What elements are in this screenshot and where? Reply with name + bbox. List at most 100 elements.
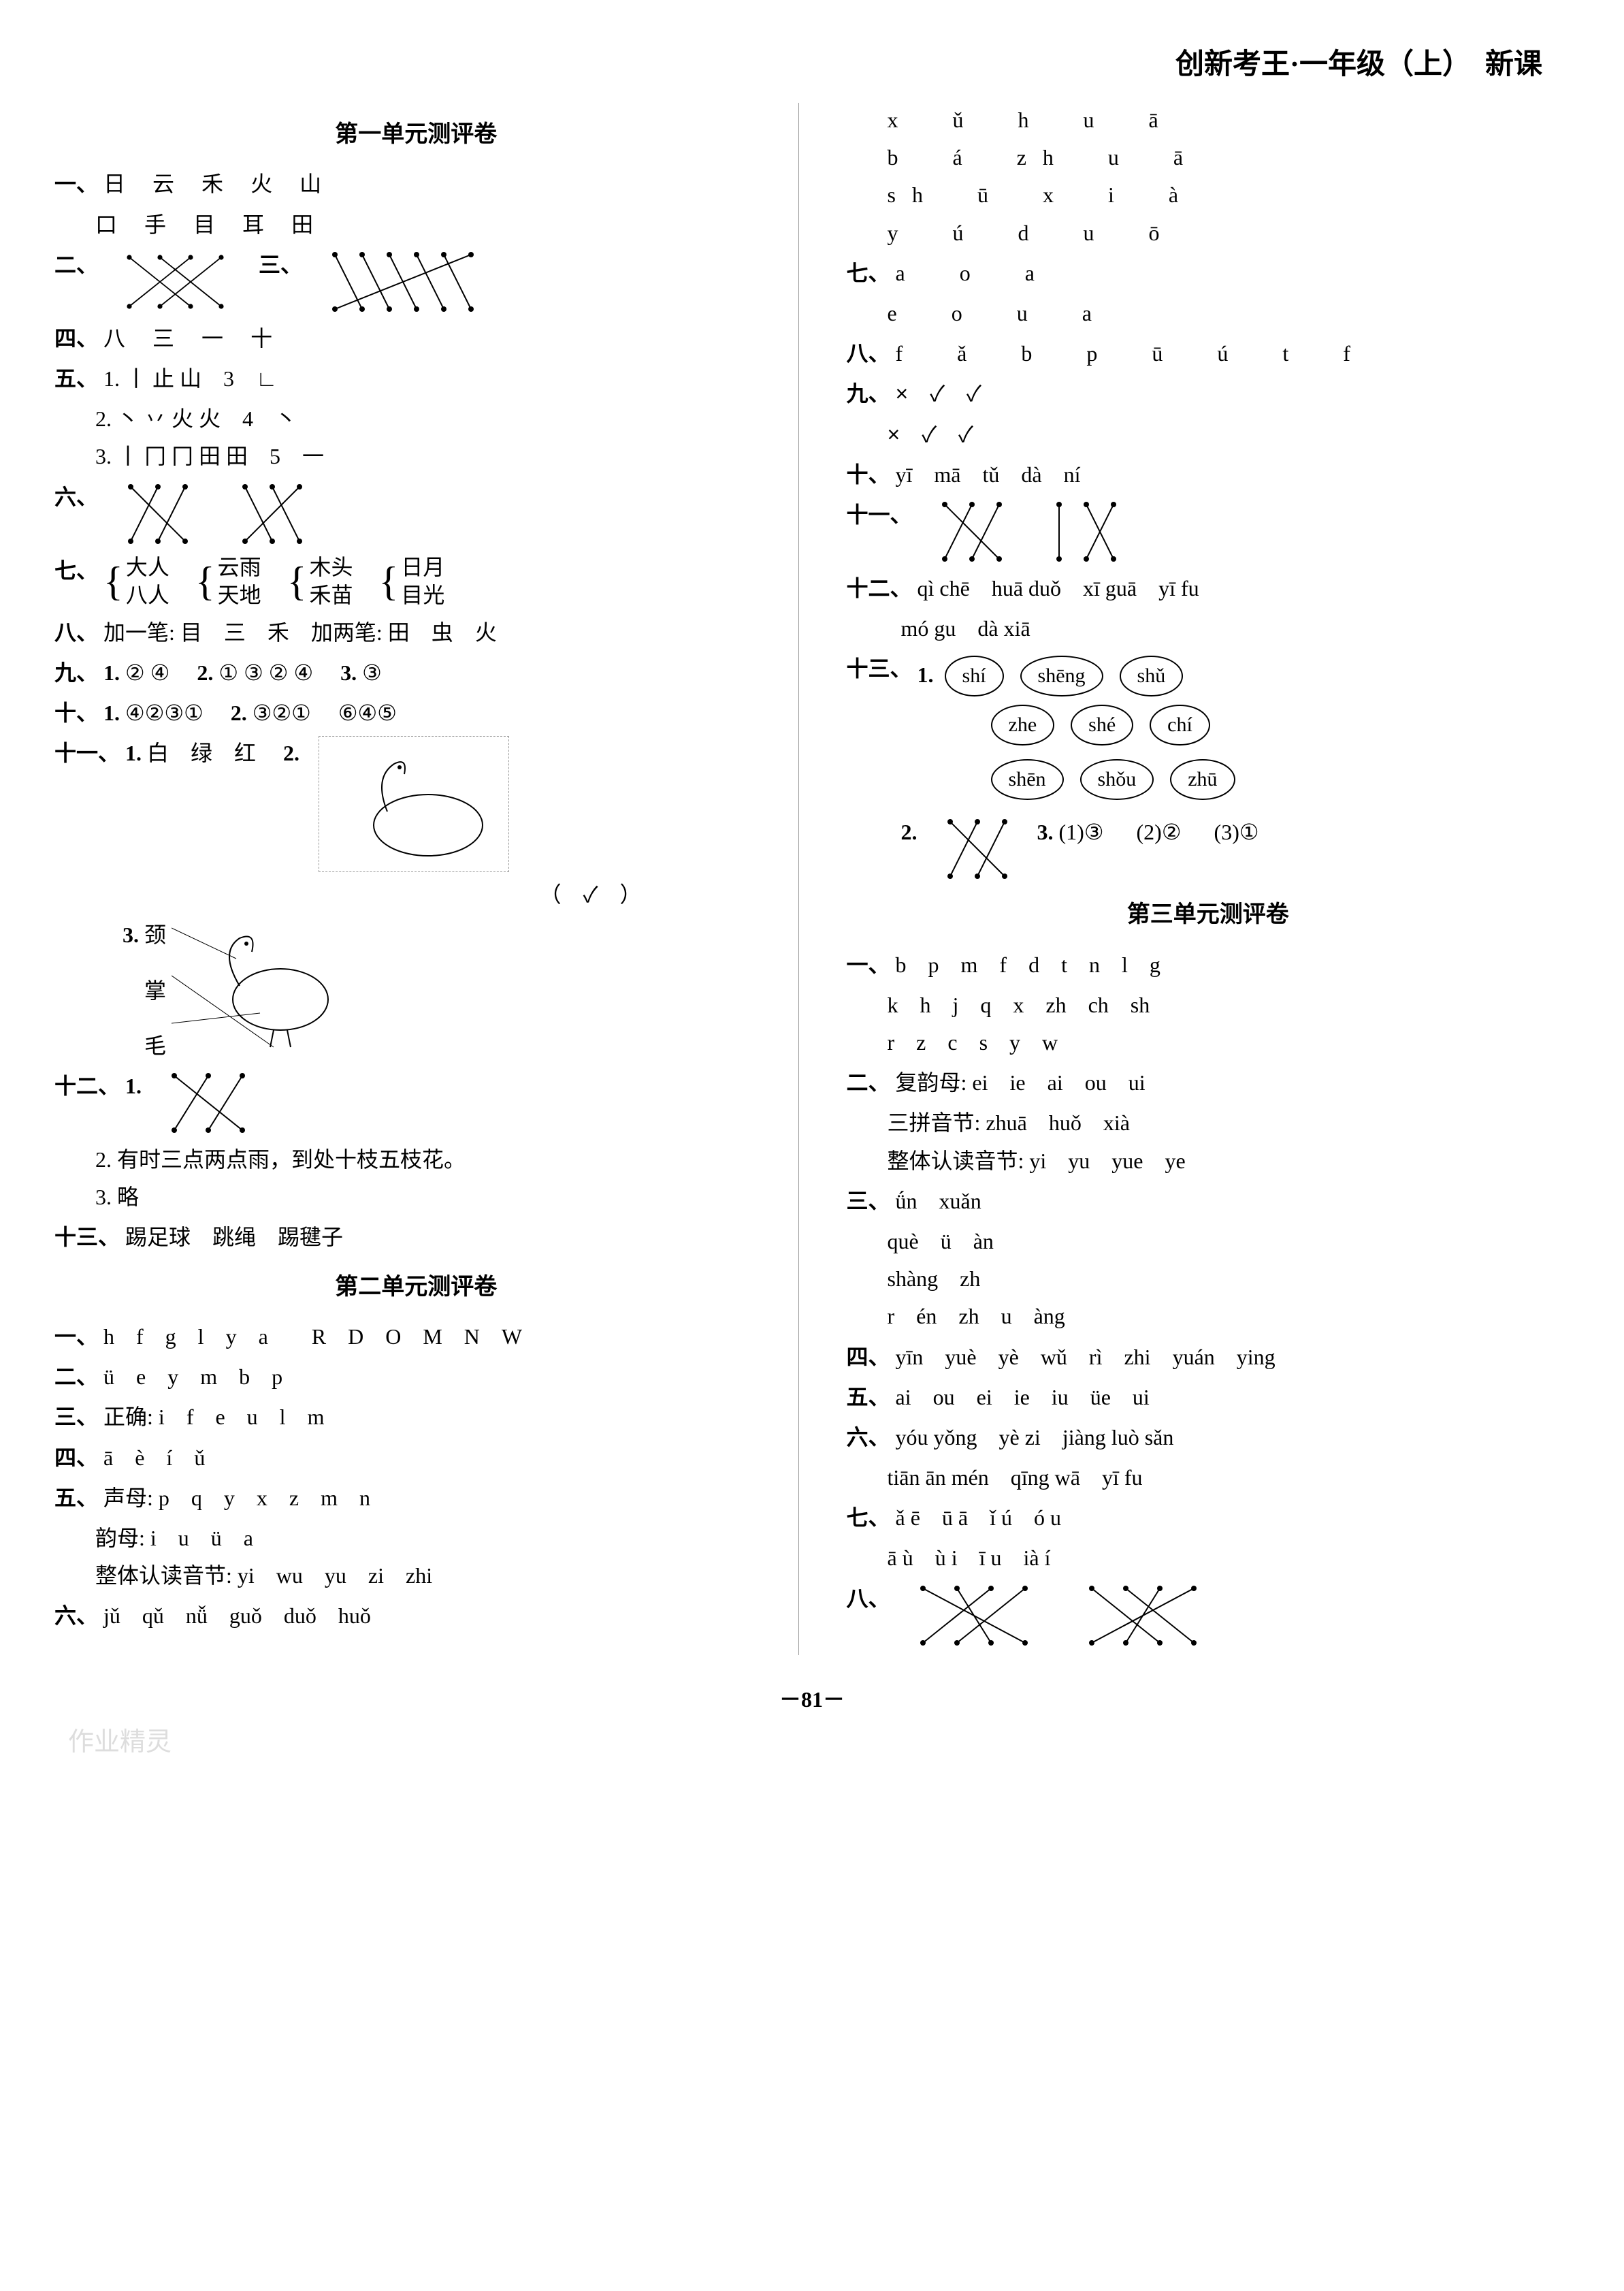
q10: 十、 1. ④②③① 2. ③②① ⑥④⑤ [54, 696, 778, 731]
sub-num: 1. [125, 1074, 142, 1098]
u3q1: 一、 b p m f d t n l g [847, 948, 1570, 982]
oval: shí [945, 656, 1004, 696]
q-num: 三、 [54, 1400, 98, 1435]
sub-num: 3. [123, 923, 139, 947]
cross-diagram-icon [931, 498, 1013, 566]
circled: ② [269, 660, 289, 685]
pinyin: yīn yuè yè wǔ rì zhi yuán ying [896, 1340, 1276, 1375]
sub-num: 3. [1037, 815, 1054, 850]
q-num: 八、 [847, 1582, 890, 1616]
circled: ② [125, 660, 145, 685]
q4: 四、 八 三 一 十 [54, 321, 778, 356]
circled: ③ [253, 701, 272, 725]
letters: a o a [896, 256, 1051, 291]
letters: p q y x z m n [159, 1486, 370, 1510]
q5-s2: 2. 丶 丷 火 火 4 丶 [95, 402, 778, 436]
label: 整体认读音节: [888, 1149, 1024, 1173]
cross-diagram-icon [937, 815, 1018, 883]
q7: 七、 { 大人 八人 { 云雨 天地 { 木头 禾苗 [54, 554, 778, 610]
q11-words: 白 绿 红 [147, 741, 256, 765]
char: 云 [152, 167, 174, 202]
goose-label: 毛 [144, 1029, 166, 1063]
marks: × ✓ ✓ [896, 377, 981, 411]
oval: zhū [1170, 759, 1235, 800]
brace-icon: { [379, 571, 399, 592]
brace-icon: { [287, 571, 307, 592]
page-number: －81－ [54, 1682, 1570, 1714]
char: 禾 [201, 167, 223, 202]
line-diagram-icon [1045, 498, 1127, 566]
letters: h f g l y a R D O M N W [103, 1319, 522, 1354]
sub-num: 3. [340, 660, 357, 685]
oval: shǔ [1120, 656, 1184, 696]
u2q3: 三、 正确: i f e u l m [54, 1400, 778, 1435]
u3q6-l2: tiān ān mén qīng wā yī fu [888, 1460, 1570, 1495]
q-num: 四、 [54, 1441, 98, 1475]
u3q7: 七、 ǎ ē ū ā ǐ ú ó u [847, 1501, 1570, 1535]
char-list: 八 三 一 十 [103, 321, 272, 356]
brace-pair: { 云雨 天地 [195, 554, 261, 610]
char-list: 口 手 目 耳 田 [95, 208, 313, 242]
letters: zhuā huǒ xià [986, 1110, 1130, 1135]
q-num: 二、 [54, 248, 98, 283]
u2q6: 六、 jǔ qǔ nǚ guǒ duǒ huǒ [54, 1599, 778, 1633]
q-num: 九、 [847, 377, 890, 411]
brace-pair: { 木头 禾苗 [287, 554, 353, 610]
oval: zhe [991, 705, 1055, 746]
q-num: 七、 [847, 1501, 890, 1535]
letters: i u ü a [150, 1526, 253, 1550]
letters: yi wu yu zi zhi [238, 1563, 432, 1588]
u2q1: 一、 h f g l y a R D O M N W [54, 1319, 778, 1354]
circled: ④ [358, 701, 378, 725]
rq11: 十一、 [847, 498, 1570, 566]
pair-b: 八人 [126, 581, 169, 610]
circled: ④ [293, 660, 313, 685]
rq10: 十、 yī mā tǔ dà ní [847, 458, 1570, 492]
circled: ① [218, 660, 238, 685]
label: 整体认读音节: [95, 1563, 232, 1588]
label: 韵母: [95, 1526, 145, 1550]
q5: 五、 1. 丨 止 山 3 ∟ [54, 362, 778, 396]
pair-a: 木头 [309, 554, 353, 582]
q5-s3: 3. 丨 冂 冂 田 田 5 一 [95, 439, 778, 474]
u3q2-l2: 三拼音节: zhuā huǒ xià [888, 1106, 1570, 1140]
answer: (3)① [1214, 815, 1259, 850]
oval: shēn [991, 759, 1064, 800]
u3q3-l4: r én zh u àng [888, 1299, 1570, 1334]
char: 十 [250, 321, 272, 356]
oval: shé [1071, 705, 1133, 746]
q11: 十一、 1. 白 绿 红 2. [54, 736, 778, 872]
pinyin: ai ou ei ie iu üe ui [896, 1380, 1150, 1415]
char: 山 [299, 167, 321, 202]
char: 一 [201, 321, 223, 356]
q-num: 一、 [847, 948, 890, 982]
q9: 九、 1. ② ④ 2. ① ③ ② ④ 3. ③ [54, 656, 778, 690]
circled: ⑥ [338, 701, 358, 725]
q-num: 三、 [847, 1184, 890, 1219]
rq7: 七、 a o a [847, 256, 1570, 291]
q-num: 二、 [847, 1066, 890, 1100]
char: 日 [103, 167, 125, 202]
cross-diagram-icon [231, 480, 313, 548]
pinyin: yóu yǒng yè zi jiàng luò sǎn [896, 1420, 1174, 1455]
q-num: 七、 [847, 256, 890, 291]
circled: ② [272, 701, 291, 725]
q-num: 六、 [54, 480, 98, 515]
sub-num: 1. [125, 741, 142, 765]
u3q2-l3: 整体认读音节: yi yu yue ye [888, 1144, 1570, 1179]
q-num: 五、 [54, 1481, 98, 1516]
brace-icon: { [103, 571, 123, 592]
checkmark: （ ✓ ） [540, 878, 642, 912]
u2q4: 四、 ā è í ǔ [54, 1441, 778, 1475]
q12-s2: 2. 有时三点两点雨，到处十枝五枝花。 [95, 1142, 778, 1177]
pinyin-row: x ǔ h u ā [888, 103, 1570, 138]
q-num: 十二、 [847, 571, 912, 606]
q-num: 三、 [259, 248, 302, 283]
answer: (2)② [1137, 815, 1182, 850]
circled: ⑤ [377, 701, 397, 725]
q-num: 九、 [54, 656, 98, 690]
goose-anatomy-icon [172, 918, 348, 1054]
circled: ③ [164, 701, 184, 725]
char: 火 [250, 167, 272, 202]
unit2-title: 第二单元测评卷 [54, 1269, 778, 1306]
